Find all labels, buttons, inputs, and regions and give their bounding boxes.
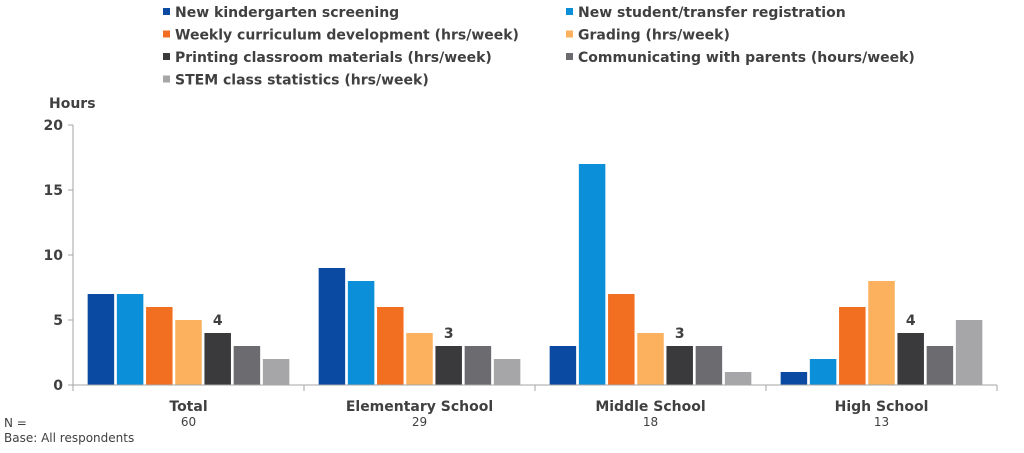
category-label: Total bbox=[169, 399, 207, 415]
category-label: Middle School bbox=[595, 399, 705, 415]
bar bbox=[926, 346, 954, 385]
bars: 4 3 3 4 bbox=[87, 164, 983, 385]
legend-label: Weekly curriculum development (hrs/week) bbox=[175, 28, 519, 44]
bar bbox=[637, 333, 664, 385]
bar bbox=[87, 294, 115, 385]
bar bbox=[347, 281, 375, 385]
y-axis-label: Hours bbox=[49, 96, 96, 112]
category-label: Elementary School bbox=[346, 399, 493, 415]
legend-label: New student/transfer registration bbox=[578, 5, 846, 21]
data-label: 4 bbox=[906, 313, 916, 329]
legend-label: STEM class statistics (hrs/week) bbox=[175, 73, 429, 89]
bar bbox=[377, 307, 404, 385]
legend-label: New kindergarten screening bbox=[175, 5, 399, 21]
category-n-value: 60 bbox=[181, 415, 196, 429]
bar bbox=[809, 359, 837, 385]
bar bbox=[666, 346, 693, 385]
bar bbox=[406, 333, 433, 385]
bar bbox=[318, 268, 346, 385]
n-label: N = bbox=[4, 416, 27, 430]
category-n-value: 18 bbox=[643, 415, 658, 429]
legend: New kindergarten screening New student/tr… bbox=[163, 5, 915, 89]
legend-label: Printing classroom materials (hrs/week) bbox=[175, 50, 492, 66]
category-n-value: 13 bbox=[874, 415, 889, 429]
data-label: 3 bbox=[675, 326, 685, 342]
bar bbox=[146, 307, 173, 385]
bar bbox=[464, 346, 492, 385]
legend-swatch bbox=[566, 53, 573, 60]
data-label: 4 bbox=[213, 313, 223, 329]
category-n-value: 29 bbox=[412, 415, 427, 429]
legend-swatch bbox=[566, 8, 573, 15]
bar bbox=[549, 346, 577, 385]
bar bbox=[578, 164, 606, 385]
bar bbox=[897, 333, 924, 385]
bar bbox=[435, 346, 462, 385]
base-note: Base: All respondents bbox=[4, 431, 134, 445]
legend-swatch bbox=[566, 30, 573, 38]
bar bbox=[695, 346, 723, 385]
legend-label: Communicating with parents (hours/week) bbox=[578, 50, 915, 66]
bar bbox=[116, 294, 144, 385]
y-tick-label: 15 bbox=[44, 183, 63, 199]
y-axis: 0 5 10 15 20 bbox=[44, 118, 74, 394]
y-tick-label: 5 bbox=[53, 313, 63, 329]
bar bbox=[608, 294, 635, 385]
bar bbox=[724, 372, 752, 385]
y-tick-label: 10 bbox=[44, 248, 64, 264]
bar bbox=[868, 281, 895, 385]
bar bbox=[204, 333, 231, 385]
legend-swatch bbox=[163, 30, 170, 38]
legend-swatch bbox=[163, 8, 170, 15]
bar bbox=[262, 359, 290, 385]
bar bbox=[839, 307, 866, 385]
category-label: High School bbox=[835, 399, 929, 415]
legend-label: Grading (hrs/week) bbox=[578, 28, 730, 44]
bar bbox=[233, 346, 261, 385]
bar bbox=[780, 372, 808, 385]
bar bbox=[955, 320, 983, 385]
legend-swatch bbox=[163, 53, 170, 60]
y-tick-label: 0 bbox=[53, 378, 63, 394]
data-label: 3 bbox=[444, 326, 454, 342]
legend-swatch bbox=[163, 75, 170, 83]
bar bbox=[175, 320, 202, 385]
bar bbox=[493, 359, 521, 385]
y-tick-label: 20 bbox=[44, 118, 64, 134]
